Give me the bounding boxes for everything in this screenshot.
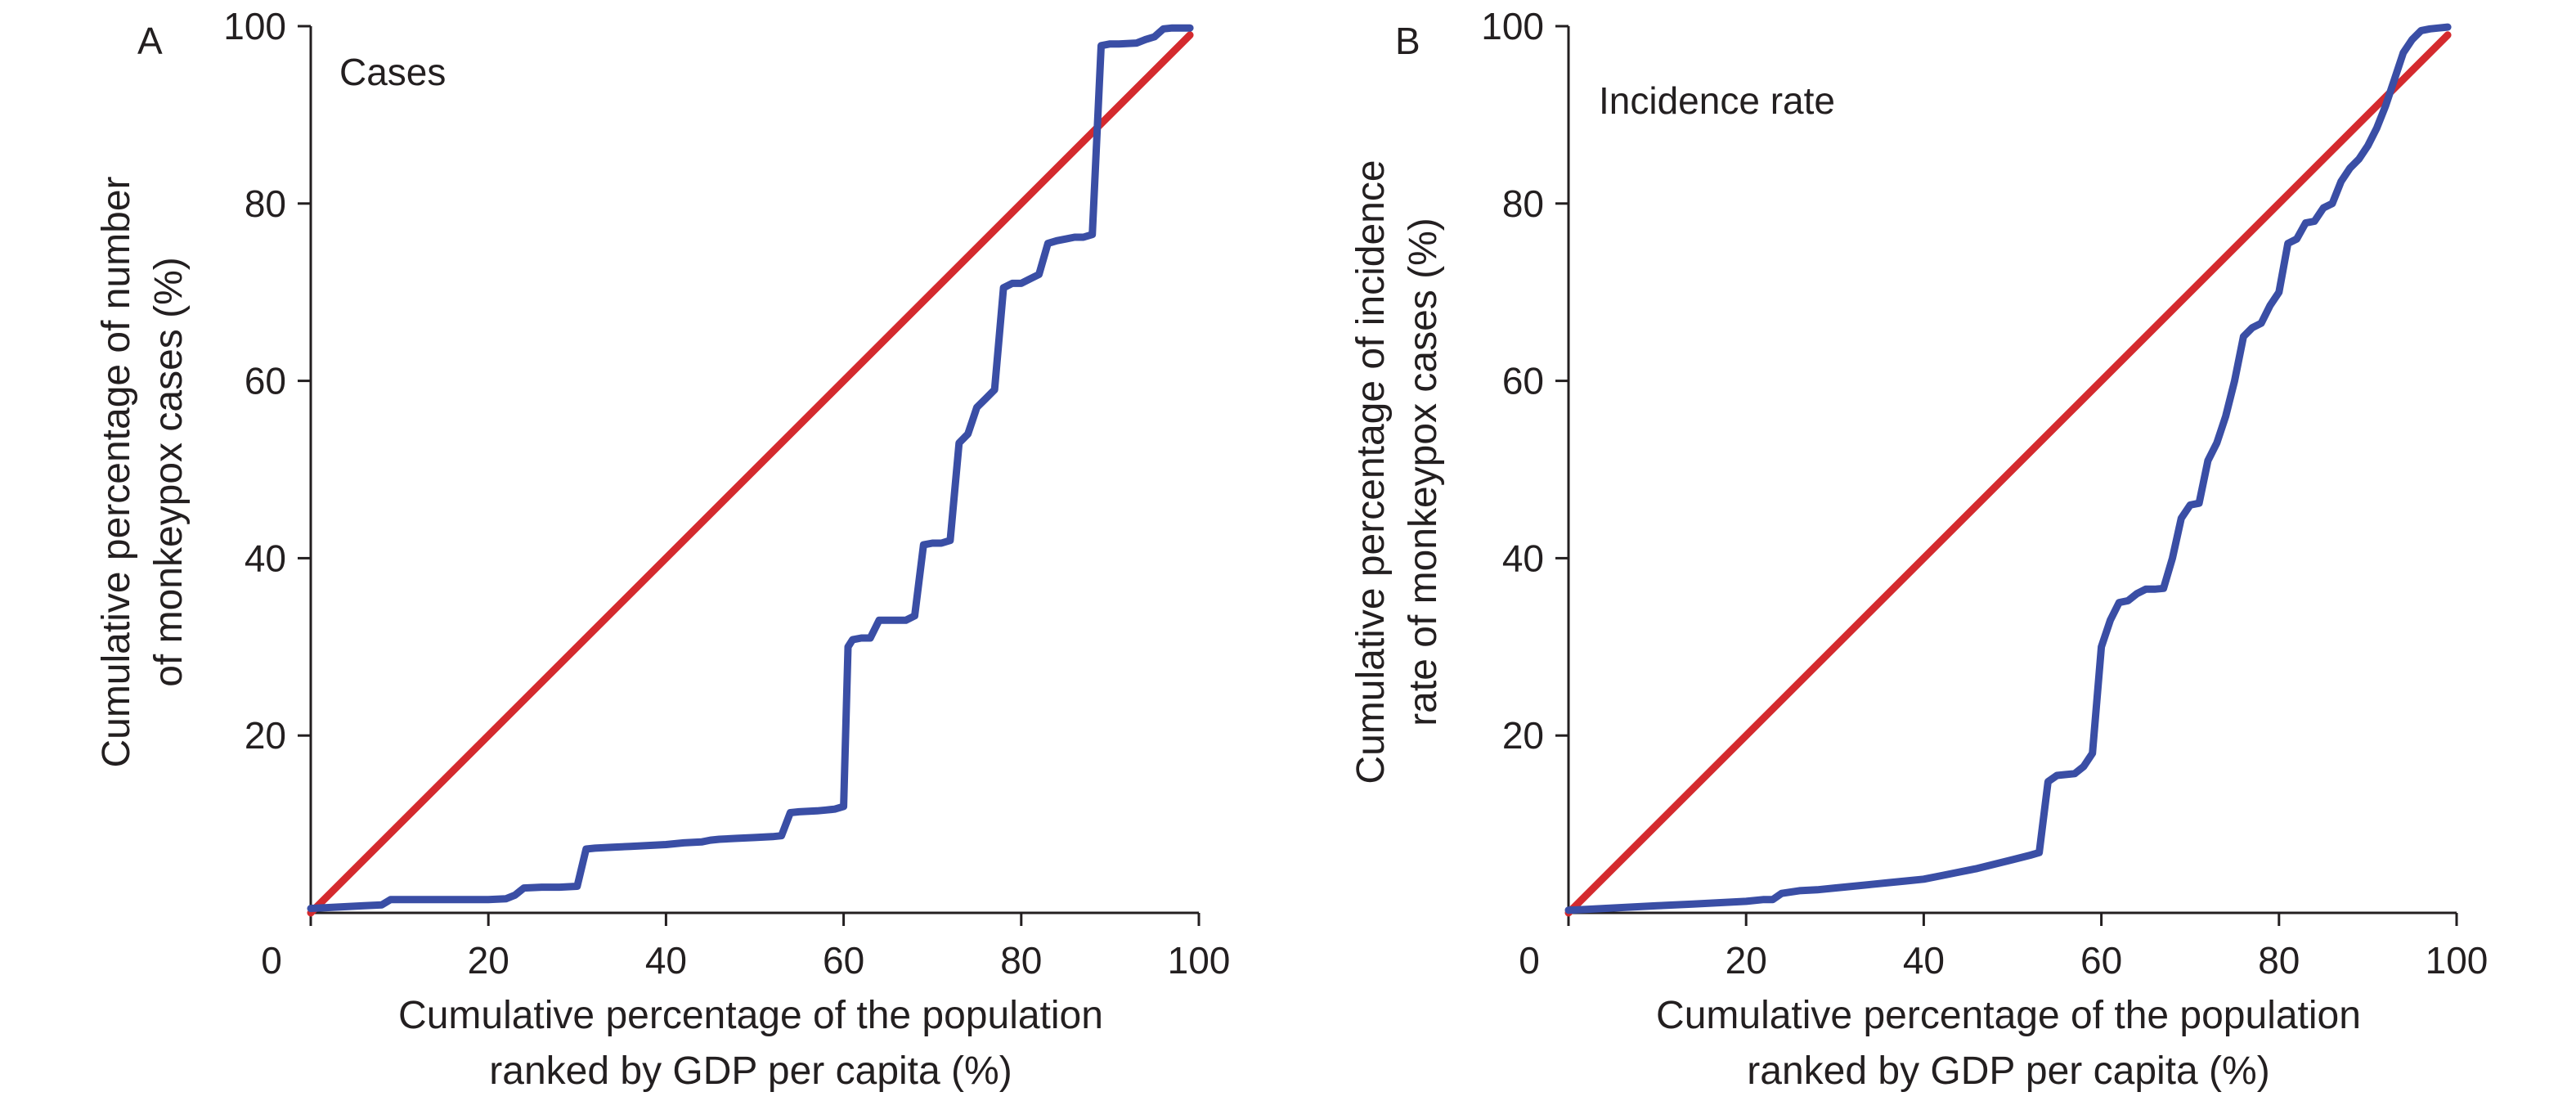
x-tick-label: 100 <box>1168 939 1231 982</box>
y-tick-label: 40 <box>245 537 286 579</box>
x-tick-label: 40 <box>645 939 687 982</box>
chart-panel-b: B Incidence rate Cumulative percentage o… <box>1349 5 2488 1093</box>
x-tick-label: 80 <box>1000 939 1042 982</box>
line-of-equality <box>307 31 1194 917</box>
panel-letter-b: B <box>1395 20 1420 62</box>
y-tick-label: 20 <box>1502 714 1544 757</box>
y-tick-label: 60 <box>1502 360 1544 402</box>
chart-title-cases: Cases <box>339 51 446 93</box>
y-axis-title-line-2: of monkeypox cases (%) <box>147 257 191 687</box>
x-tick-label: 0 <box>261 939 282 982</box>
x-tick-label: 80 <box>2258 939 2300 982</box>
x-axis-title-line-1: Cumulative percentage of the population <box>398 994 1103 1037</box>
y-tick-label: 20 <box>245 714 286 757</box>
x-tick-label: 40 <box>1903 939 1945 982</box>
panel-letter-a: A <box>137 20 163 62</box>
concentration-curve <box>1564 23 2452 915</box>
x-tick-label: 20 <box>468 939 509 982</box>
y-axis-title-line-1: Cumulative percentage of incidence <box>1349 160 1393 784</box>
concentration-curve <box>307 24 1194 913</box>
y-tick-label: 40 <box>1502 537 1544 579</box>
x-tick-label: 60 <box>823 939 864 982</box>
x-tick-label: 20 <box>1726 939 1767 982</box>
x-tick-label: 60 <box>2080 939 2122 982</box>
y-tick-label: 100 <box>1481 5 1544 47</box>
y-tick-label: 100 <box>223 5 286 47</box>
x-tick-label: 0 <box>1519 939 1540 982</box>
y-tick-label: 60 <box>245 360 286 402</box>
x-axis-title-line-1: Cumulative percentage of the population <box>1656 994 2361 1037</box>
chart-panel-a: A Cases Cumulative percentage of number … <box>95 5 1230 1093</box>
line-of-equality <box>1564 31 2452 917</box>
y-axis-title-line-2: rate of monkeypox cases (%) <box>1402 218 1445 726</box>
y-tick-label: 80 <box>245 182 286 225</box>
x-axis-title-line-2: ranked by GDP per capita (%) <box>489 1049 1012 1093</box>
y-axis-title-line-1: Cumulative percentage of number <box>95 176 138 767</box>
x-tick-label: 100 <box>2426 939 2488 982</box>
y-tick-label: 80 <box>1502 182 1544 225</box>
x-axis-title-line-2: ranked by GDP per capita (%) <box>1747 1049 2269 1093</box>
chart-title-incidence-rate: Incidence rate <box>1599 79 1835 122</box>
